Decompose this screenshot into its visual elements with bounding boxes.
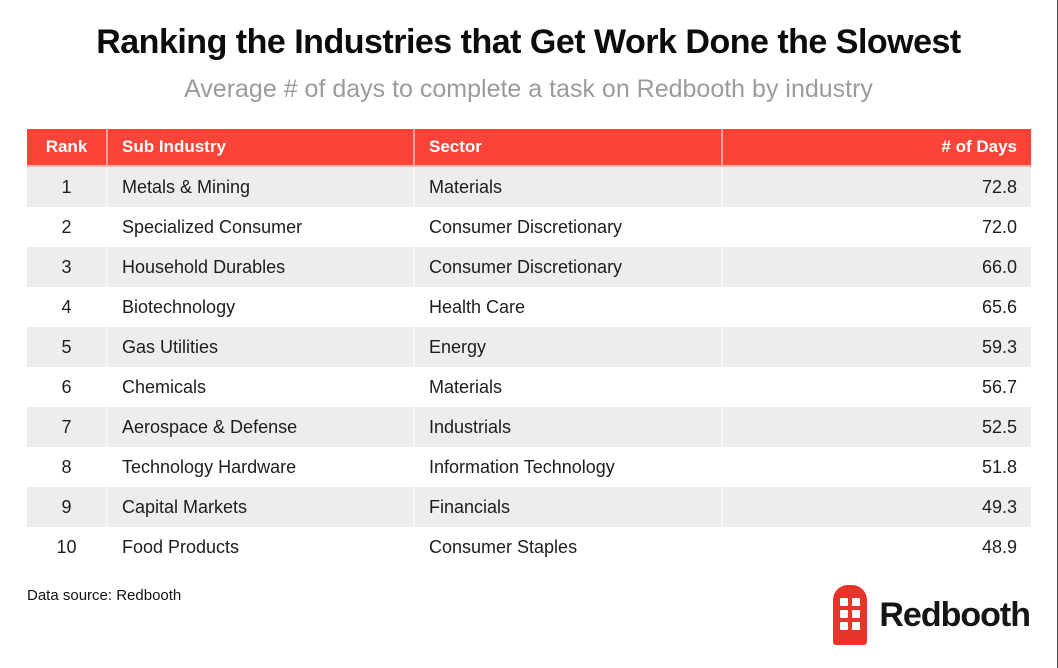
sector-cell: Financials <box>413 487 721 527</box>
table-header-row: Rank Sub Industry Sector # of Days <box>27 129 1031 167</box>
days-cell: 66.0 <box>721 247 1031 287</box>
booth-window <box>840 610 849 618</box>
page-subtitle: Average # of days to complete a task on … <box>184 75 873 103</box>
page-title: Ranking the Industries that Get Work Don… <box>96 23 961 61</box>
table-row: 2 Specialized Consumer Consumer Discreti… <box>27 207 1031 247</box>
rank-cell: 6 <box>27 367 106 407</box>
sub-industry-cell: Chemicals <box>106 367 413 407</box>
table-row: 6 Chemicals Materials 56.7 <box>27 367 1031 407</box>
sub-industry-cell: Aerospace & Defense <box>106 407 413 447</box>
booth-window <box>852 598 861 606</box>
sector-cell: Information Technology <box>413 447 721 487</box>
rank-cell: 8 <box>27 447 106 487</box>
rank-cell: 1 <box>27 167 106 207</box>
sub-industry-cell: Specialized Consumer <box>106 207 413 247</box>
column-header-days: # of Days <box>721 129 1031 167</box>
sector-cell: Industrials <box>413 407 721 447</box>
days-cell: 52.5 <box>721 407 1031 447</box>
days-cell: 51.8 <box>721 447 1031 487</box>
data-source-note: Data source: Redbooth <box>27 587 182 604</box>
sector-cell: Materials <box>413 367 721 407</box>
table-row: 5 Gas Utilities Energy 59.3 <box>27 327 1031 367</box>
days-cell: 72.8 <box>721 167 1031 207</box>
booth-window <box>852 610 861 618</box>
sub-industry-cell: Food Products <box>106 527 413 567</box>
sub-industry-cell: Technology Hardware <box>106 447 413 487</box>
rank-cell: 10 <box>27 527 106 567</box>
footer: Data source: Redbooth Redbooth <box>27 583 1031 645</box>
redbooth-wordmark: Redbooth <box>879 596 1031 634</box>
redbooth-logo: Redbooth <box>833 585 1031 645</box>
table-row: 10 Food Products Consumer Staples 48.9 <box>27 527 1031 567</box>
ranking-table: Rank Sub Industry Sector # of Days 1 Met… <box>27 129 1031 567</box>
sector-cell: Health Care <box>413 287 721 327</box>
days-cell: 72.0 <box>721 207 1031 247</box>
booth-window <box>852 622 861 630</box>
days-cell: 65.6 <box>721 287 1031 327</box>
column-header-sector: Sector <box>413 129 721 167</box>
days-cell: 59.3 <box>721 327 1031 367</box>
rank-cell: 4 <box>27 287 106 327</box>
sector-cell: Consumer Discretionary <box>413 247 721 287</box>
column-header-sub-industry: Sub Industry <box>106 129 413 167</box>
sub-industry-cell: Gas Utilities <box>106 327 413 367</box>
days-cell: 56.7 <box>721 367 1031 407</box>
table-row: 7 Aerospace & Defense Industrials 52.5 <box>27 407 1031 447</box>
rank-cell: 3 <box>27 247 106 287</box>
rank-cell: 7 <box>27 407 106 447</box>
sub-industry-cell: Biotechnology <box>106 287 413 327</box>
rank-cell: 2 <box>27 207 106 247</box>
sub-industry-cell: Metals & Mining <box>106 167 413 207</box>
sub-industry-cell: Capital Markets <box>106 487 413 527</box>
sub-industry-cell: Household Durables <box>106 247 413 287</box>
table-row: 8 Technology Hardware Information Techno… <box>27 447 1031 487</box>
column-header-rank: Rank <box>27 129 106 167</box>
table-row: 4 Biotechnology Health Care 65.6 <box>27 287 1031 327</box>
days-cell: 48.9 <box>721 527 1031 567</box>
redbooth-booth-icon <box>833 585 868 645</box>
rank-cell: 9 <box>27 487 106 527</box>
days-cell: 49.3 <box>721 487 1031 527</box>
booth-window <box>840 622 849 630</box>
booth-window <box>840 598 849 606</box>
table-row: 1 Metals & Mining Materials 72.8 <box>27 167 1031 207</box>
sector-cell: Materials <box>413 167 721 207</box>
sector-cell: Consumer Staples <box>413 527 721 567</box>
table-row: 9 Capital Markets Financials 49.3 <box>27 487 1031 527</box>
sector-cell: Consumer Discretionary <box>413 207 721 247</box>
table-row: 3 Household Durables Consumer Discretion… <box>27 247 1031 287</box>
rank-cell: 5 <box>27 327 106 367</box>
sector-cell: Energy <box>413 327 721 367</box>
